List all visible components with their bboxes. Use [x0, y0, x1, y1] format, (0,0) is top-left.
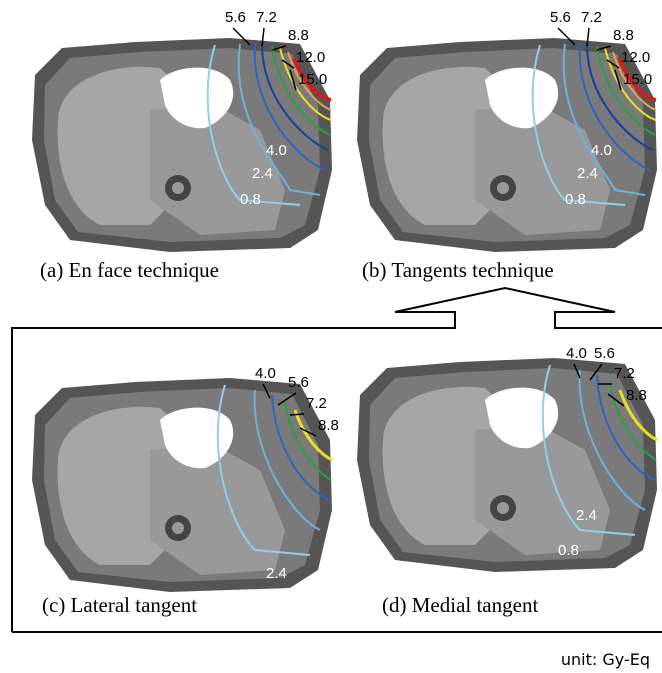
contour-label: 7.2: [306, 395, 327, 412]
contour-label: 8.8: [613, 27, 634, 44]
contour-label: 4.0: [266, 142, 287, 159]
label-arrow: [607, 393, 625, 407]
contour-label: 8.8: [626, 387, 647, 404]
contour-label: 15.0: [298, 71, 327, 88]
contour-label: 5.6: [550, 9, 571, 26]
contour-label: 7.2: [581, 9, 602, 26]
label-arrow: [289, 69, 297, 91]
contour-label: 0.8: [565, 191, 586, 208]
contour-label: 0.8: [240, 191, 261, 208]
unit-label: unit: Gy-Eq: [561, 650, 650, 669]
label-arrow: [573, 363, 581, 379]
label-arrow: [281, 59, 295, 69]
contour-label: 8.8: [318, 417, 339, 434]
contour-label: 5.6: [594, 345, 615, 362]
label-arrow: [289, 413, 305, 416]
contour-label: 12.0: [296, 49, 325, 66]
label-arrow: [596, 45, 612, 51]
contour-label: 5.6: [225, 9, 246, 26]
caption: (c) Lateral tangent: [42, 593, 197, 617]
label-arrow: [589, 363, 603, 381]
label-arrow: [262, 383, 271, 399]
contour-label: 7.2: [614, 365, 635, 382]
contour-label: 2.4: [576, 507, 597, 524]
bracket-arrow: [11, 286, 662, 632]
label-arrow: [586, 27, 590, 47]
contour-label: 2.4: [252, 165, 273, 182]
caption: (b) Tangents technique: [362, 258, 554, 282]
label-arrow: [614, 69, 622, 91]
label-arrow: [232, 27, 251, 46]
contour-label: 0.8: [558, 542, 579, 559]
label-arrow: [299, 427, 317, 437]
label-arrow: [271, 45, 287, 51]
caption: (a) En face technique: [40, 258, 219, 282]
contour-label: 4.0: [255, 365, 276, 382]
label-arrow: [277, 392, 297, 406]
contour-label: 4.0: [591, 142, 612, 159]
contour-label: 7.2: [256, 9, 277, 26]
contour-label: 8.8: [288, 27, 309, 44]
contour-label: 4.0: [566, 345, 587, 362]
contour-label: 0.8: [250, 587, 271, 604]
contour-label: 2.4: [266, 565, 287, 582]
contour-label: 5.6: [288, 374, 309, 391]
contour-label: 2.4: [577, 165, 598, 182]
caption: (d) Medial tangent: [382, 593, 538, 617]
label-arrow: [606, 59, 620, 69]
contour-label: 12.0: [621, 49, 650, 66]
label-arrow: [557, 27, 576, 46]
contour-label: 15.0: [623, 71, 652, 88]
label-arrow: [261, 27, 265, 47]
